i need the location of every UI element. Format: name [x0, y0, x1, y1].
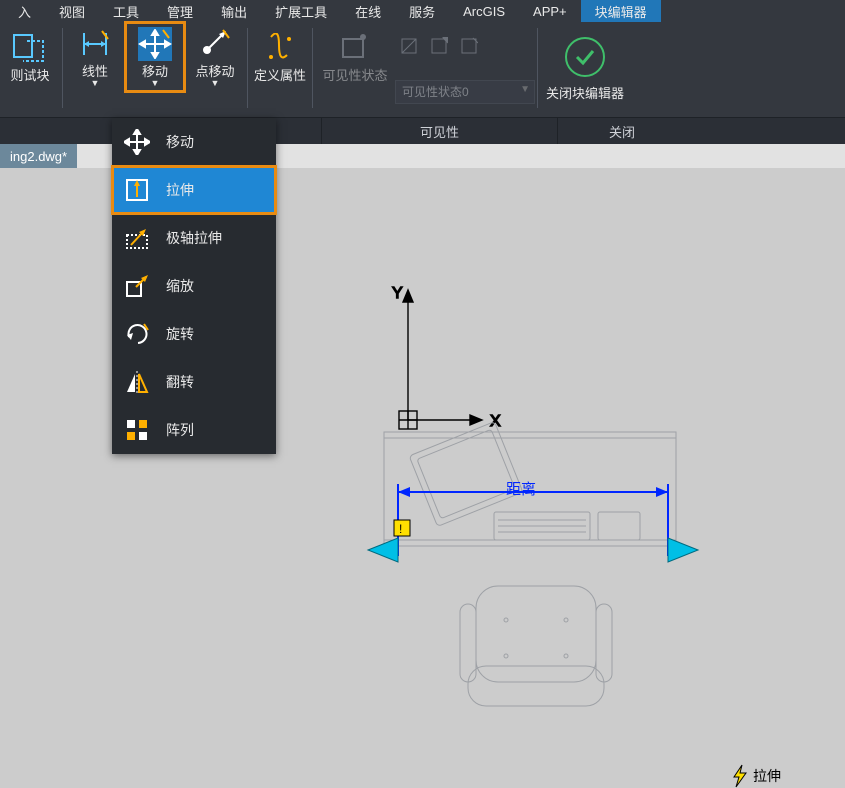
ribbon-separator: [537, 28, 538, 108]
menu-output[interactable]: 输出: [207, 0, 261, 22]
rotate-icon: [122, 319, 152, 349]
define-attribute-icon: [263, 31, 297, 65]
menu-block-editor[interactable]: 块编辑器: [581, 0, 661, 22]
ribbon-separator: [312, 28, 313, 108]
close-block-editor-button[interactable]: 关闭块编辑器: [540, 22, 630, 117]
visibility-state-button: 可见性状态: [315, 22, 395, 92]
visibility-icon-strip: [395, 36, 479, 56]
test-block-button[interactable]: 则试块: [0, 22, 60, 92]
dd-item-rotate[interactable]: 旋转: [112, 310, 276, 358]
vis-show-icon: [429, 36, 449, 56]
dd-item-label: 旋转: [166, 324, 194, 344]
menu-insert[interactable]: 入: [4, 0, 45, 22]
document-tab[interactable]: ing2.dwg*: [0, 144, 77, 168]
menu-ext-tools[interactable]: 扩展工具: [261, 0, 341, 22]
test-block-label: 则试块: [10, 65, 49, 84]
vis-toggle-icon: [399, 36, 419, 56]
chevron-down-icon: ▼: [211, 78, 220, 88]
move-icon: [138, 27, 172, 61]
menu-tools[interactable]: 工具: [99, 0, 153, 22]
array-icon: [122, 415, 152, 445]
point-move-icon: [198, 27, 232, 61]
chevron-down-icon: ▼: [520, 84, 530, 95]
dd-item-polar-stretch[interactable]: 极轴拉伸: [112, 214, 276, 262]
menu-manage[interactable]: 管理: [153, 0, 207, 22]
dd-item-flip[interactable]: 翻转: [112, 358, 276, 406]
menu-view[interactable]: 视图: [45, 0, 99, 22]
linear-button[interactable]: 线性 ▼: [65, 22, 125, 92]
move-button[interactable]: 移动 ▼: [125, 22, 185, 92]
visibility-combo-value: 可见性状态0: [402, 83, 469, 100]
panel-label-visibility: 可见性: [322, 118, 558, 144]
vis-hide-icon: [459, 36, 479, 56]
menu-app-plus[interactable]: APP+: [519, 0, 581, 22]
flip-icon: [122, 367, 152, 397]
dd-item-array[interactable]: 阵列: [112, 406, 276, 454]
dd-item-label: 缩放: [166, 276, 194, 296]
svg-text:!: !: [399, 522, 402, 536]
visibility-combo: 可见性状态0 ▼: [395, 80, 535, 104]
check-circle-icon: [565, 37, 605, 77]
ribbon-separator: [62, 28, 63, 108]
define-attribute-button[interactable]: 定义属性: [250, 22, 310, 92]
define-attribute-label: 定义属性: [254, 65, 306, 84]
dd-item-label: 翻转: [166, 372, 194, 392]
lightning-icon: [730, 764, 750, 788]
test-block-icon: [13, 31, 47, 65]
move-dropdown-menu: 移动 拉伸 极轴拉伸 缩放 旋转 翻转 阵列: [112, 118, 276, 454]
floating-tool-label: 拉伸: [730, 764, 781, 788]
menu-online[interactable]: 在线: [341, 0, 395, 22]
menu-service[interactable]: 服务: [395, 0, 449, 22]
move-icon: [122, 127, 152, 157]
polar-stretch-icon: [122, 223, 152, 253]
dimension-label: 距离: [506, 478, 536, 499]
stretch-icon: [122, 175, 152, 205]
panel-label-close: 关闭: [558, 118, 686, 144]
dd-item-label: 移动: [166, 132, 194, 152]
svg-text:Y: Y: [392, 285, 403, 302]
dd-item-stretch[interactable]: 拉伸: [112, 166, 276, 214]
close-block-editor-label: 关闭块编辑器: [546, 83, 624, 102]
ribbon: 则试块 线性 ▼ 移动 ▼ 点移动 ▼ 定义属性: [0, 22, 845, 118]
visibility-state-label: 可见性状态: [322, 65, 387, 84]
dd-item-label: 拉伸: [166, 180, 194, 200]
menu-arcgis[interactable]: ArcGIS: [449, 0, 519, 22]
dd-item-move[interactable]: 移动: [112, 118, 276, 166]
menubar: 入 视图 工具 管理 输出 扩展工具 在线 服务 ArcGIS APP+ 块编辑…: [0, 0, 845, 22]
dd-item-label: 极轴拉伸: [166, 228, 222, 248]
chevron-down-icon: ▼: [91, 78, 100, 88]
svg-text:X: X: [490, 413, 501, 430]
visibility-panel: 可见性状态0 ▼: [395, 22, 535, 117]
dd-item-label: 阵列: [166, 420, 194, 440]
scale-icon: [122, 271, 152, 301]
floating-tool-text: 拉伸: [753, 766, 781, 786]
linear-icon: [78, 27, 112, 61]
chevron-down-icon: ▼: [151, 78, 160, 88]
point-move-button[interactable]: 点移动 ▼: [185, 22, 245, 92]
dd-item-scale[interactable]: 缩放: [112, 262, 276, 310]
ribbon-separator: [247, 28, 248, 108]
visibility-state-icon: [338, 31, 372, 65]
